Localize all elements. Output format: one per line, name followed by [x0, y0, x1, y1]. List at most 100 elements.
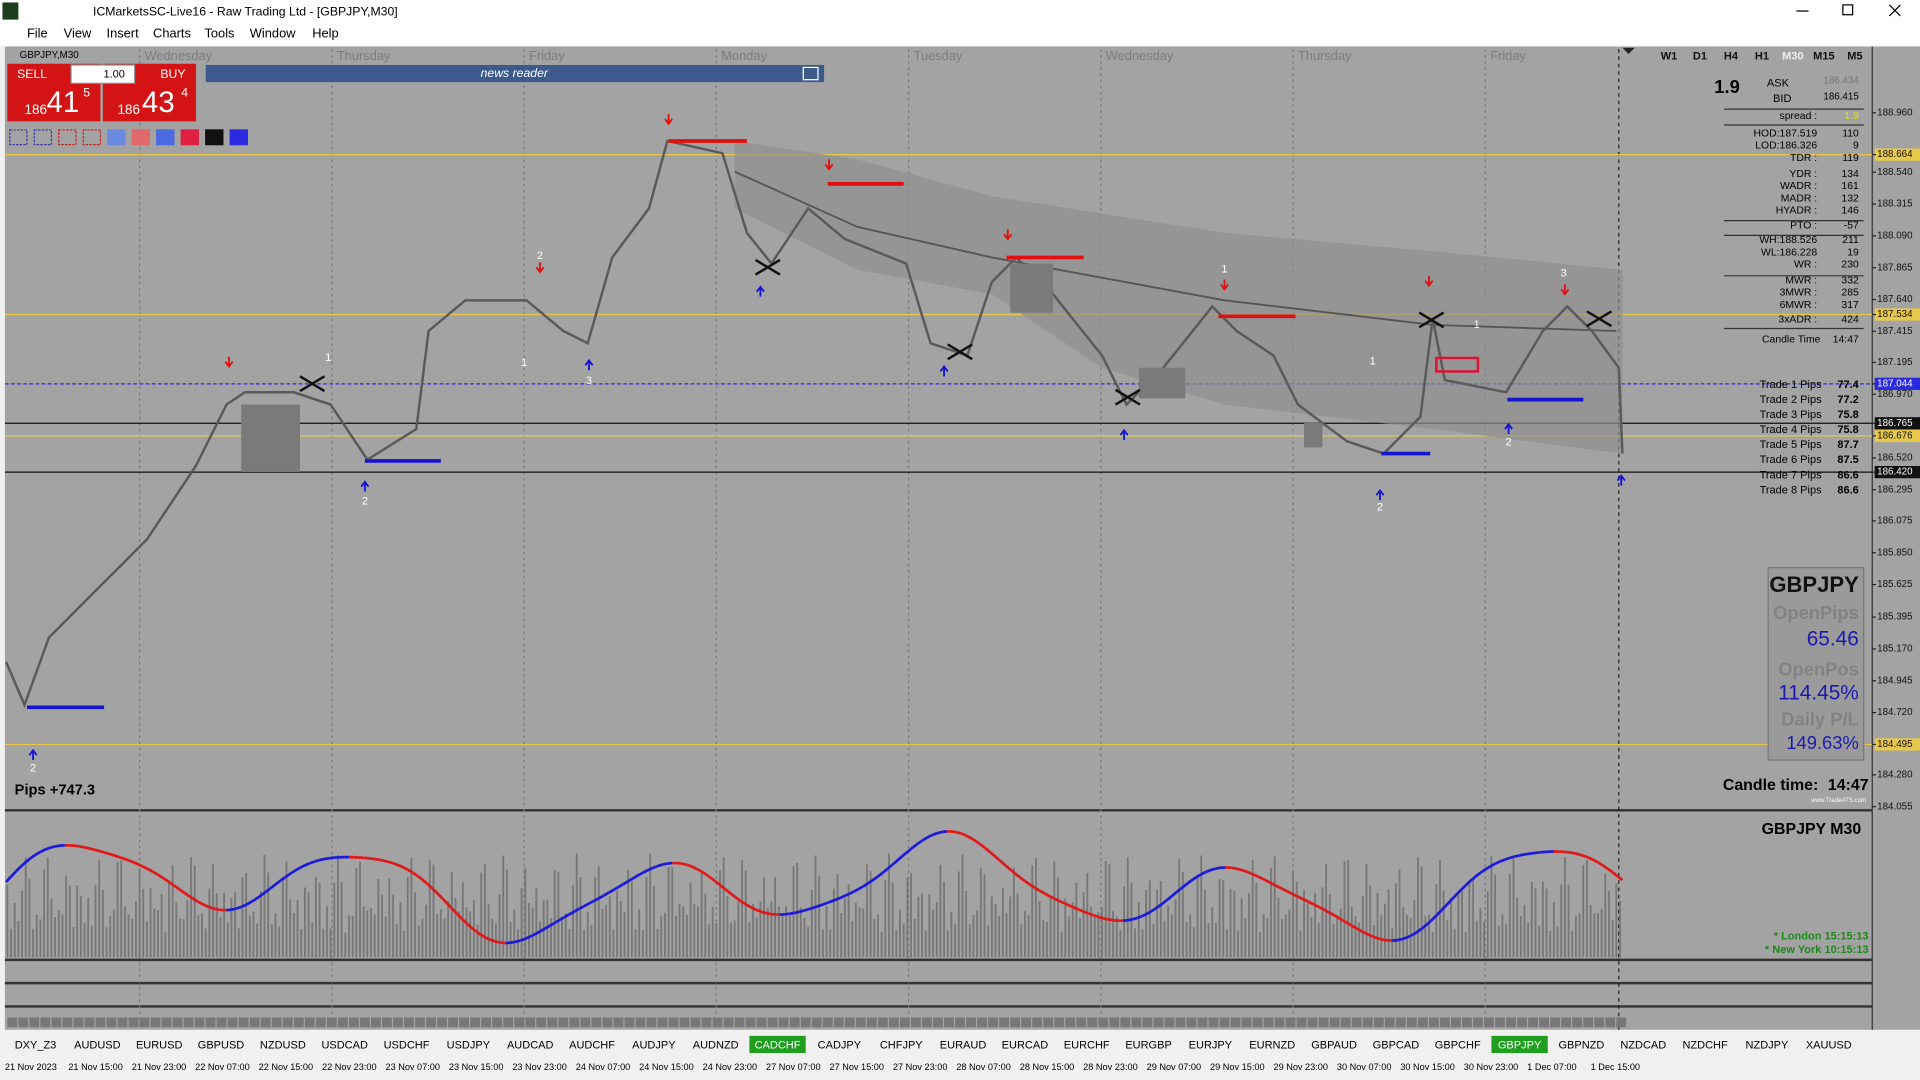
ask-value: 186.434 — [1823, 75, 1859, 86]
symbol-button[interactable]: EURCHF — [1064, 1040, 1110, 1052]
symbol-button[interactable]: EURNZD — [1249, 1040, 1295, 1052]
symbol-button[interactable]: USDCAD — [321, 1040, 368, 1052]
tool-icon[interactable] — [205, 129, 224, 146]
stat-label: LOD:186.326 — [1755, 141, 1817, 152]
signal-arrow — [1424, 275, 1434, 288]
tool-icon[interactable] — [180, 129, 199, 146]
strength-bar — [877, 1017, 888, 1028]
lot-size[interactable]: 1.00 — [103, 69, 124, 81]
timeframe-button[interactable]: M30 — [1782, 50, 1803, 62]
symbol-button[interactable]: AUDJPY — [632, 1040, 676, 1052]
symbol-button[interactable]: GBPCHF — [1435, 1040, 1481, 1052]
symbol-button[interactable]: CADCHF — [755, 1040, 801, 1052]
timeframe-button[interactable]: H1 — [1755, 50, 1769, 62]
oscillator-segment — [578, 905, 585, 911]
symbol-button[interactable]: EURGBP — [1125, 1040, 1172, 1052]
oscillator-segment — [1377, 936, 1383, 941]
time-label: 28 Nov 15:00 — [1020, 1062, 1075, 1072]
timeframe-button[interactable]: H4 — [1724, 50, 1739, 62]
symbol-button[interactable]: NZDCAD — [1620, 1040, 1666, 1052]
tool-icon[interactable] — [107, 129, 126, 146]
oscillator-segment — [921, 836, 928, 842]
timeframe-button[interactable]: M5 — [1847, 50, 1862, 62]
strength-bar — [18, 1017, 29, 1028]
menu-item[interactable]: Window — [250, 26, 296, 41]
oscillator-segment — [1318, 905, 1325, 911]
news-close[interactable] — [802, 66, 819, 81]
oscillator-segment — [416, 874, 424, 881]
strength-bar — [1428, 1017, 1439, 1028]
symbol-button[interactable]: GBPNZD — [1558, 1040, 1604, 1052]
oscillator-segment — [201, 902, 208, 908]
sell-price-big: 186 — [24, 102, 46, 117]
symbol-button[interactable]: USDJPY — [447, 1040, 491, 1052]
symbol-button[interactable]: GBPCAD — [1373, 1040, 1420, 1052]
tool-icon[interactable] — [58, 129, 77, 146]
strength-bar — [999, 1017, 1009, 1028]
stat-value: 119 — [1842, 153, 1859, 164]
tool-icon[interactable] — [33, 129, 53, 146]
oscillator-segment — [852, 888, 859, 893]
tool-icon[interactable] — [229, 129, 248, 146]
strength-bar — [51, 1017, 62, 1028]
tool-icon[interactable] — [82, 129, 102, 146]
oscillator-segment — [260, 890, 267, 897]
symbol-button[interactable]: EURCAD — [1002, 1040, 1049, 1052]
oscillator-segment — [5, 875, 13, 883]
menu-item[interactable]: Tools — [204, 26, 234, 41]
symbol-button[interactable]: USDCHF — [384, 1040, 430, 1052]
oscillator-segment — [1029, 883, 1036, 889]
signal-box — [1435, 356, 1480, 373]
menu-item[interactable]: Help — [312, 26, 338, 41]
symbol-button[interactable]: GBPAUD — [1311, 1040, 1357, 1052]
symbol-button[interactable]: EURJPY — [1189, 1040, 1233, 1052]
symbol-button[interactable]: CADJPY — [818, 1040, 862, 1052]
symbol-button[interactable]: AUDNZD — [693, 1040, 739, 1052]
lot-input[interactable] — [70, 64, 136, 84]
day-label: Friday — [1490, 48, 1526, 63]
trade-pips-value: 87.5 — [1837, 454, 1858, 466]
symbol-button[interactable]: AUDCHF — [569, 1040, 615, 1052]
oscillator-segment — [519, 937, 526, 942]
timeframe-button[interactable]: D1 — [1693, 50, 1707, 62]
symbol-button[interactable]: NZDCHF — [1682, 1040, 1728, 1052]
oscillator-segment — [544, 924, 551, 930]
oscillator-segment — [1372, 935, 1379, 940]
title-bar — [0, 0, 1920, 24]
news-reader-bar[interactable] — [205, 64, 825, 83]
oscillator-segment — [828, 899, 835, 904]
symbol-button[interactable]: NZDUSD — [260, 1040, 306, 1052]
symbol-button[interactable]: EURAUD — [940, 1040, 987, 1052]
menu-item[interactable]: View — [64, 26, 92, 41]
symbol-button[interactable]: XAUUSD — [1806, 1040, 1852, 1052]
oscillator-segment — [407, 868, 414, 874]
tool-icon[interactable] — [156, 129, 175, 146]
symbol-button[interactable]: DXY_Z3 — [15, 1040, 57, 1052]
restore[interactable] — [1842, 4, 1854, 16]
oscillator-segment — [1602, 864, 1609, 870]
oscillator-segment — [1494, 860, 1501, 866]
oscillator-segment — [142, 865, 149, 871]
symbol-button[interactable]: CHFJPY — [880, 1040, 923, 1052]
symbol-button[interactable]: NZDJPY — [1746, 1040, 1789, 1052]
timeframe-button[interactable]: W1 — [1661, 50, 1678, 62]
tool-icon[interactable] — [131, 129, 150, 146]
symbol-button[interactable]: AUDUSD — [74, 1040, 121, 1052]
signal-arrow — [939, 365, 949, 377]
menu-item[interactable]: Charts — [153, 26, 191, 41]
sell-button[interactable]: SELL — [17, 67, 47, 81]
symbol-button[interactable]: AUDCAD — [507, 1040, 554, 1052]
timeframe-button[interactable]: M15 — [1813, 50, 1834, 62]
menu-item[interactable]: File — [27, 26, 48, 41]
close[interactable] — [1888, 4, 1901, 17]
wave-label: 3 — [586, 375, 592, 387]
symbol-button[interactable]: GBPUSD — [198, 1040, 245, 1052]
time-label: 21 Nov 15:00 — [68, 1062, 123, 1072]
trade-pips-label: Trade 4 Pips — [1760, 424, 1823, 436]
symbol-button[interactable]: GBPJPY — [1498, 1040, 1542, 1052]
menu-item[interactable]: Insert — [107, 26, 140, 41]
symbol-button[interactable]: EURUSD — [136, 1040, 183, 1052]
strength-bar — [646, 1017, 657, 1028]
buy-button[interactable]: BUY — [160, 67, 185, 81]
window-controls[interactable] — [1796, 4, 1901, 17]
